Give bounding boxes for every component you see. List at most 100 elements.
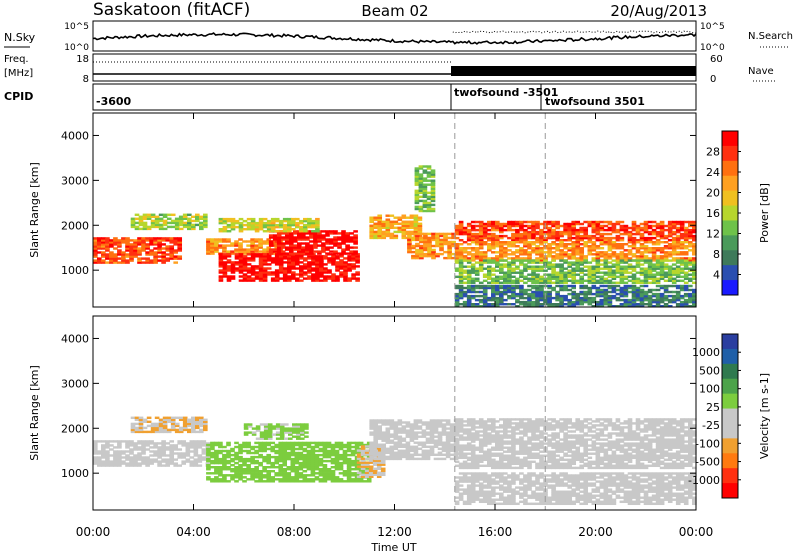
data-cell <box>511 279 516 283</box>
data-cell <box>563 288 568 292</box>
data-cell <box>401 455 407 459</box>
data-cell <box>187 418 192 422</box>
data-cell <box>454 226 460 230</box>
data-cell <box>583 279 589 283</box>
data-cell <box>599 275 605 279</box>
data-cell <box>425 433 431 436</box>
data-cell <box>635 292 641 296</box>
data-cell <box>547 232 552 236</box>
data-cell <box>302 474 308 477</box>
data-cell <box>422 169 428 172</box>
data-cell <box>491 292 496 296</box>
data-cell <box>458 288 464 292</box>
data-cell <box>539 290 544 294</box>
data-cell <box>238 263 244 266</box>
data-cell <box>270 447 276 451</box>
data-cell <box>262 269 268 272</box>
data-cell <box>511 251 516 254</box>
data-cell <box>268 250 274 253</box>
data-cell <box>313 240 318 243</box>
data-cell <box>515 239 520 242</box>
data-cell <box>214 457 219 461</box>
data-cell <box>454 424 460 427</box>
data-cell <box>495 300 500 304</box>
data-cell <box>238 244 243 247</box>
data-cell <box>466 261 472 264</box>
data-cell <box>462 241 468 244</box>
data-cell <box>393 435 399 438</box>
data-cell <box>292 431 297 434</box>
data-cell <box>683 253 689 256</box>
data-cell <box>129 239 134 242</box>
data-cell <box>333 238 338 241</box>
data-cell <box>161 452 166 455</box>
data-cell <box>559 232 564 236</box>
data-cell <box>462 305 468 308</box>
data-cell <box>437 441 443 444</box>
data-cell <box>591 249 597 252</box>
data-cell <box>189 442 195 445</box>
data-cell <box>326 470 332 473</box>
data-cell <box>373 435 379 438</box>
data-cell <box>462 265 468 268</box>
data-cell <box>499 292 504 296</box>
data-cell <box>290 441 296 445</box>
data-cell <box>173 241 179 244</box>
data-cell <box>303 257 308 260</box>
data-cell <box>414 179 420 182</box>
data-cell <box>659 228 665 232</box>
data-cell <box>418 167 424 170</box>
data-cell <box>343 279 348 282</box>
data-cell <box>364 475 370 479</box>
data-cell <box>454 430 460 433</box>
data-cell <box>437 423 443 426</box>
data-cell <box>129 247 134 250</box>
data-cell <box>150 422 156 426</box>
data-cell <box>443 242 448 246</box>
data-cell <box>113 253 118 256</box>
data-cell <box>266 476 272 479</box>
data-cell <box>507 243 512 246</box>
data-cell <box>322 474 328 477</box>
data-cell <box>579 228 585 232</box>
data-cell <box>189 460 195 463</box>
data-cell <box>377 222 383 226</box>
data-cell <box>222 271 228 274</box>
data-cell <box>290 468 296 471</box>
data-cell <box>675 275 681 279</box>
data-cell <box>567 243 573 246</box>
data-cell <box>470 228 476 232</box>
data-cell <box>246 250 251 253</box>
data-cell <box>254 468 259 471</box>
data-cell <box>567 292 573 296</box>
data-cell <box>599 277 605 281</box>
data-cell <box>254 449 259 453</box>
data-cell <box>405 220 411 224</box>
data-cell <box>355 273 360 276</box>
data-cell <box>462 303 468 306</box>
data-cell <box>523 305 528 308</box>
data-cell <box>651 259 657 262</box>
data-cell <box>435 234 440 238</box>
data-cell <box>157 259 162 262</box>
data-cell <box>282 219 288 223</box>
data-cell <box>482 224 488 228</box>
data-cell <box>299 221 304 225</box>
data-cell <box>667 277 673 281</box>
data-cell <box>683 232 689 236</box>
data-cell <box>495 259 500 262</box>
data-cell <box>474 249 480 252</box>
data-cell <box>667 222 673 226</box>
data-cell <box>97 261 102 264</box>
data-cell <box>282 230 288 233</box>
data-cell <box>615 263 621 266</box>
data-cell <box>145 458 150 461</box>
data-cell <box>296 427 301 430</box>
data-cell <box>583 228 589 232</box>
data-cell <box>401 236 407 240</box>
data-cell <box>449 457 455 461</box>
data-cell <box>295 223 300 227</box>
data-cell <box>226 453 231 457</box>
data-cell <box>474 228 480 232</box>
data-cell <box>105 460 110 463</box>
